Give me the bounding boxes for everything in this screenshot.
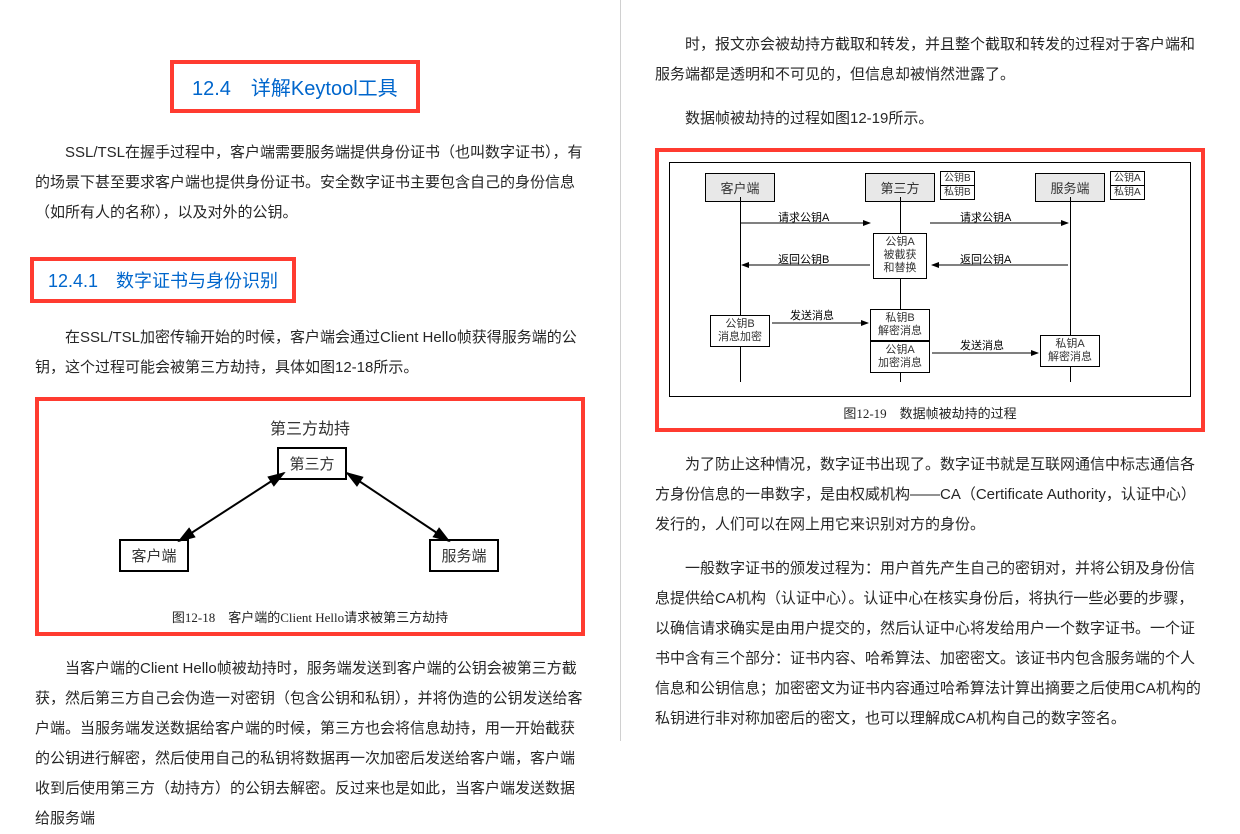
paragraph: 在SSL/TSL加密传输开始的时候，客户端会通过Client Hello帧获得服…	[35, 323, 585, 383]
paragraph: 一般数字证书的颁发过程为：用户首先产生自己的密钥对，并将公钥及身份信息提供给CA…	[655, 554, 1205, 734]
paragraph: 为了防止这种情况，数字证书出现了。数字证书就是互联网通信中标志通信各方身份信息的…	[655, 450, 1205, 540]
paragraph: SSL/TSL在握手过程中，客户端需要服务端提供身份证书（也叫数字证书），有的场…	[35, 138, 585, 228]
paragraph: 数据帧被劫持的过程如图12-19所示。	[655, 104, 1205, 134]
figure-12-18: 第三方劫持 第三方 客户端 服务端 图	[35, 397, 585, 636]
section-heading-box: 12.4 详解Keytool工具	[170, 60, 420, 113]
figure-caption: 图12-19 数据帧被劫持的过程	[669, 403, 1191, 422]
seq-arrows	[670, 163, 1190, 396]
subsection-heading-box: 12.4.1 数字证书与身份识别	[30, 257, 296, 303]
figure-caption: 图12-18 客户端的Client Hello请求被第三方劫持	[49, 607, 571, 626]
page-left: 12.4 详解Keytool工具 SSL/TSL在握手过程中，客户端需要服务端提…	[0, 0, 620, 741]
figure-12-19: 客户端 第三方 服务端 公钥B 私钥B 公钥A 私钥A 公钥A 被截获 和替换	[655, 148, 1205, 432]
paragraph: 时，报文亦会被劫持方截取和转发，并且整个截取和转发的过程对于客户端和服务端都是透…	[655, 30, 1205, 90]
subsection-heading: 12.4.1 数字证书与身份识别	[48, 271, 278, 291]
diagram-12-18: 第三方劫持 第三方 客户端 服务端	[49, 411, 571, 601]
diagram-12-19: 客户端 第三方 服务端 公钥B 私钥B 公钥A 私钥A 公钥A 被截获 和替换	[669, 162, 1191, 397]
diagram-arrows	[49, 411, 571, 601]
section-heading: 12.4 详解Keytool工具	[192, 78, 398, 100]
paragraph: 当客户端的Client Hello帧被劫持时，服务端发送到客户端的公钥会被第三方…	[35, 654, 585, 834]
page-right: 时，报文亦会被劫持方截取和转发，并且整个截取和转发的过程对于客户端和服务端都是透…	[620, 0, 1240, 741]
